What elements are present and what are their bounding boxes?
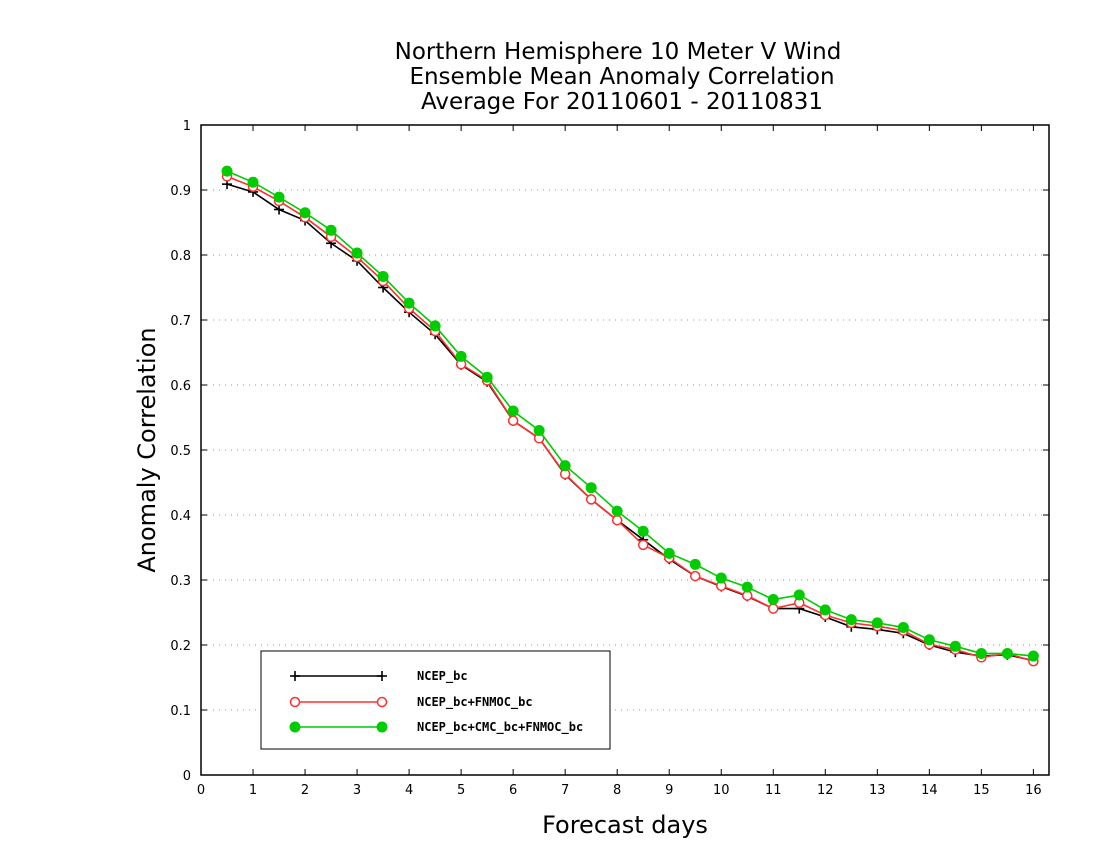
data-point: [481, 371, 493, 383]
x-tick-label: 10: [713, 783, 730, 798]
y-tick-label: 0.3: [170, 574, 191, 589]
data-point: [273, 191, 285, 203]
x-tick-label: 9: [665, 783, 673, 798]
series-line: [226, 170, 1034, 657]
data-point: [637, 539, 649, 551]
y-tick-label: 1: [183, 119, 191, 134]
data-point: [611, 505, 623, 517]
x-tick-label: 3: [353, 783, 361, 798]
x-tick-label: 7: [561, 783, 569, 798]
data-point: [923, 634, 935, 646]
data-point: [325, 224, 337, 236]
data-point: [819, 604, 831, 616]
data-point: [767, 594, 779, 605]
series-line: [226, 183, 1034, 662]
legend-marker: [376, 721, 388, 733]
x-tick-label: 4: [405, 783, 413, 798]
data-point: [507, 415, 519, 426]
x-tick-label: 0: [197, 783, 205, 798]
data-point: [403, 297, 415, 309]
y-tick-label: 0.6: [170, 379, 191, 394]
data-point: [533, 425, 545, 436]
data-point: [299, 207, 311, 219]
data-point: [351, 247, 363, 259]
legend: NCEP_bc NCEP_bc+FNMOC_bc NCEP_bc+CMC_bc+FN…: [260, 650, 611, 750]
y-tick-label: 0.2: [170, 639, 191, 654]
legend-marker: [289, 721, 301, 733]
x-tick-label: 2: [301, 783, 309, 798]
legend-label: NCEP_bc+FNMOC_bc: [417, 695, 533, 710]
gridlines: [201, 189, 1049, 711]
legend-label: NCEP_bc+CMC_bc+FNMOC_bc: [417, 720, 583, 735]
y-tick-label: 0: [183, 769, 191, 784]
data-point: [663, 547, 675, 559]
legend-marker: [290, 671, 300, 681]
chart-title-line-1: Northern Hemisphere 10 Meter V Wind: [395, 39, 842, 65]
series-3: [221, 165, 1039, 662]
series-2: [221, 171, 1039, 667]
data-point: [507, 405, 519, 417]
data-point: [377, 270, 389, 282]
y-axis-label: Anomaly Correlation: [133, 327, 161, 572]
x-tick-label: 11: [765, 783, 782, 798]
data-point: [559, 460, 571, 472]
legend-item: NCEP_bc+FNMOC_bc: [289, 695, 533, 710]
data-point: [897, 621, 909, 633]
y-tick-label: 0.9: [170, 184, 191, 199]
data-point: [429, 320, 441, 332]
chart-title-line-2: Ensemble Mean Anomaly Correlation: [409, 64, 834, 90]
data-point: [793, 589, 805, 601]
legend-marker: [289, 696, 301, 708]
y-axis-ticks: 0 0.1 0.2 0.3 0.4 0.5 0.6 0.7 0.8 0.9 1: [170, 119, 1049, 784]
x-tick-label: 5: [457, 783, 465, 798]
legend-item: NCEP_bc: [290, 669, 468, 684]
data-point: [689, 558, 701, 570]
legend-item: NCEP_bc+CMC_bc+FNMOC_bc: [289, 720, 583, 735]
data-point: [585, 482, 597, 494]
series-line: [226, 175, 1034, 663]
x-tick-label: 6: [509, 783, 517, 798]
legend-label: NCEP_bc: [417, 669, 468, 684]
series-lines: [221, 165, 1039, 667]
data-point: [689, 570, 701, 582]
x-tick-label: 8: [613, 783, 621, 798]
data-point: [611, 514, 623, 526]
x-axis-label: Forecast days: [542, 811, 708, 839]
data-point: [975, 647, 987, 659]
data-point: [1001, 647, 1013, 659]
x-tick-label: 13: [869, 783, 886, 798]
series-1: [222, 179, 1039, 666]
data-point: [871, 617, 883, 629]
y-tick-label: 0.7: [170, 314, 191, 329]
data-point: [247, 176, 259, 188]
y-tick-label: 0.1: [170, 704, 191, 719]
chart-title: Northern Hemisphere 10 Meter V Wind Ense…: [395, 39, 842, 115]
data-point: [949, 640, 961, 652]
data-point: [1027, 650, 1039, 662]
y-tick-label: 0.5: [170, 444, 191, 459]
data-point: [715, 572, 727, 584]
x-tick-label: 12: [817, 783, 834, 798]
y-tick-label: 0.8: [170, 249, 191, 264]
data-point: [741, 581, 753, 593]
x-tick-label: 15: [973, 783, 990, 798]
legend-marker: [376, 696, 388, 708]
data-point: [845, 614, 857, 626]
legend-marker: [377, 671, 387, 681]
data-point: [585, 494, 597, 505]
data-point: [455, 350, 467, 362]
x-axis-ticks: 0 1 2 3 4 5 6 7 8 9 10 11 12 13 14 15 16: [197, 125, 1042, 798]
data-point: [637, 525, 649, 537]
chart-title-line-3: Average For 20110601 - 20110831: [421, 89, 823, 115]
x-tick-label: 14: [921, 783, 938, 798]
legend-box: [260, 650, 611, 750]
data-point: [768, 603, 779, 614]
data-point: [221, 165, 233, 177]
x-tick-label: 16: [1025, 783, 1042, 798]
x-tick-label: 1: [249, 783, 257, 798]
y-tick-label: 0.4: [170, 509, 191, 524]
